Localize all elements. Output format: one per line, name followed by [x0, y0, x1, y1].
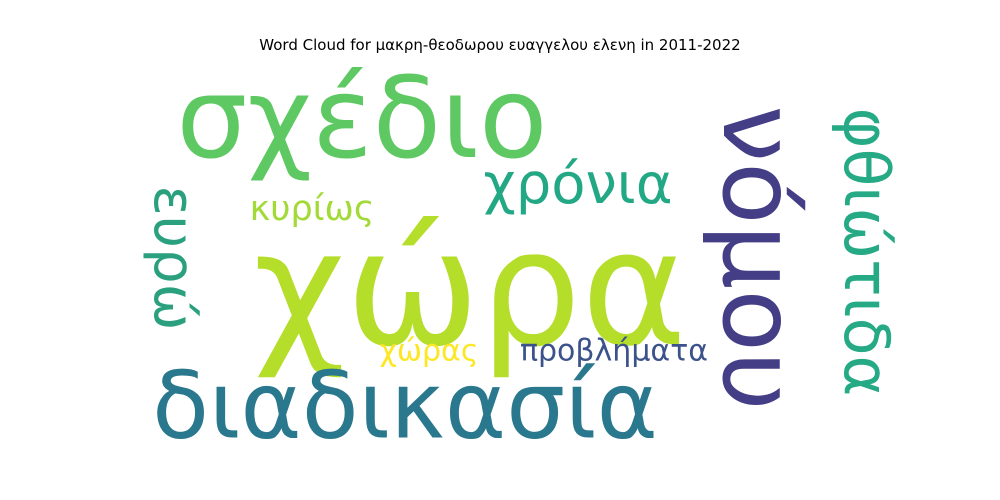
word-0: χώρα [253, 195, 686, 382]
word-5: φθιώτιδα [830, 108, 903, 397]
word-2: σχέδιο [176, 54, 547, 184]
word-9: χώρας [380, 334, 479, 369]
chart-title: Word Cloud for μακρη-θεοδωρου ευαγγελου … [259, 36, 741, 54]
word-1: νόμου [699, 105, 818, 411]
word-4: χρόνια [483, 152, 672, 217]
word-6: ευρώ [141, 185, 206, 330]
word-7: κυρίως [250, 189, 375, 229]
word-8: προβλήματα [520, 334, 708, 369]
word-3: διαδικασία [152, 351, 658, 459]
